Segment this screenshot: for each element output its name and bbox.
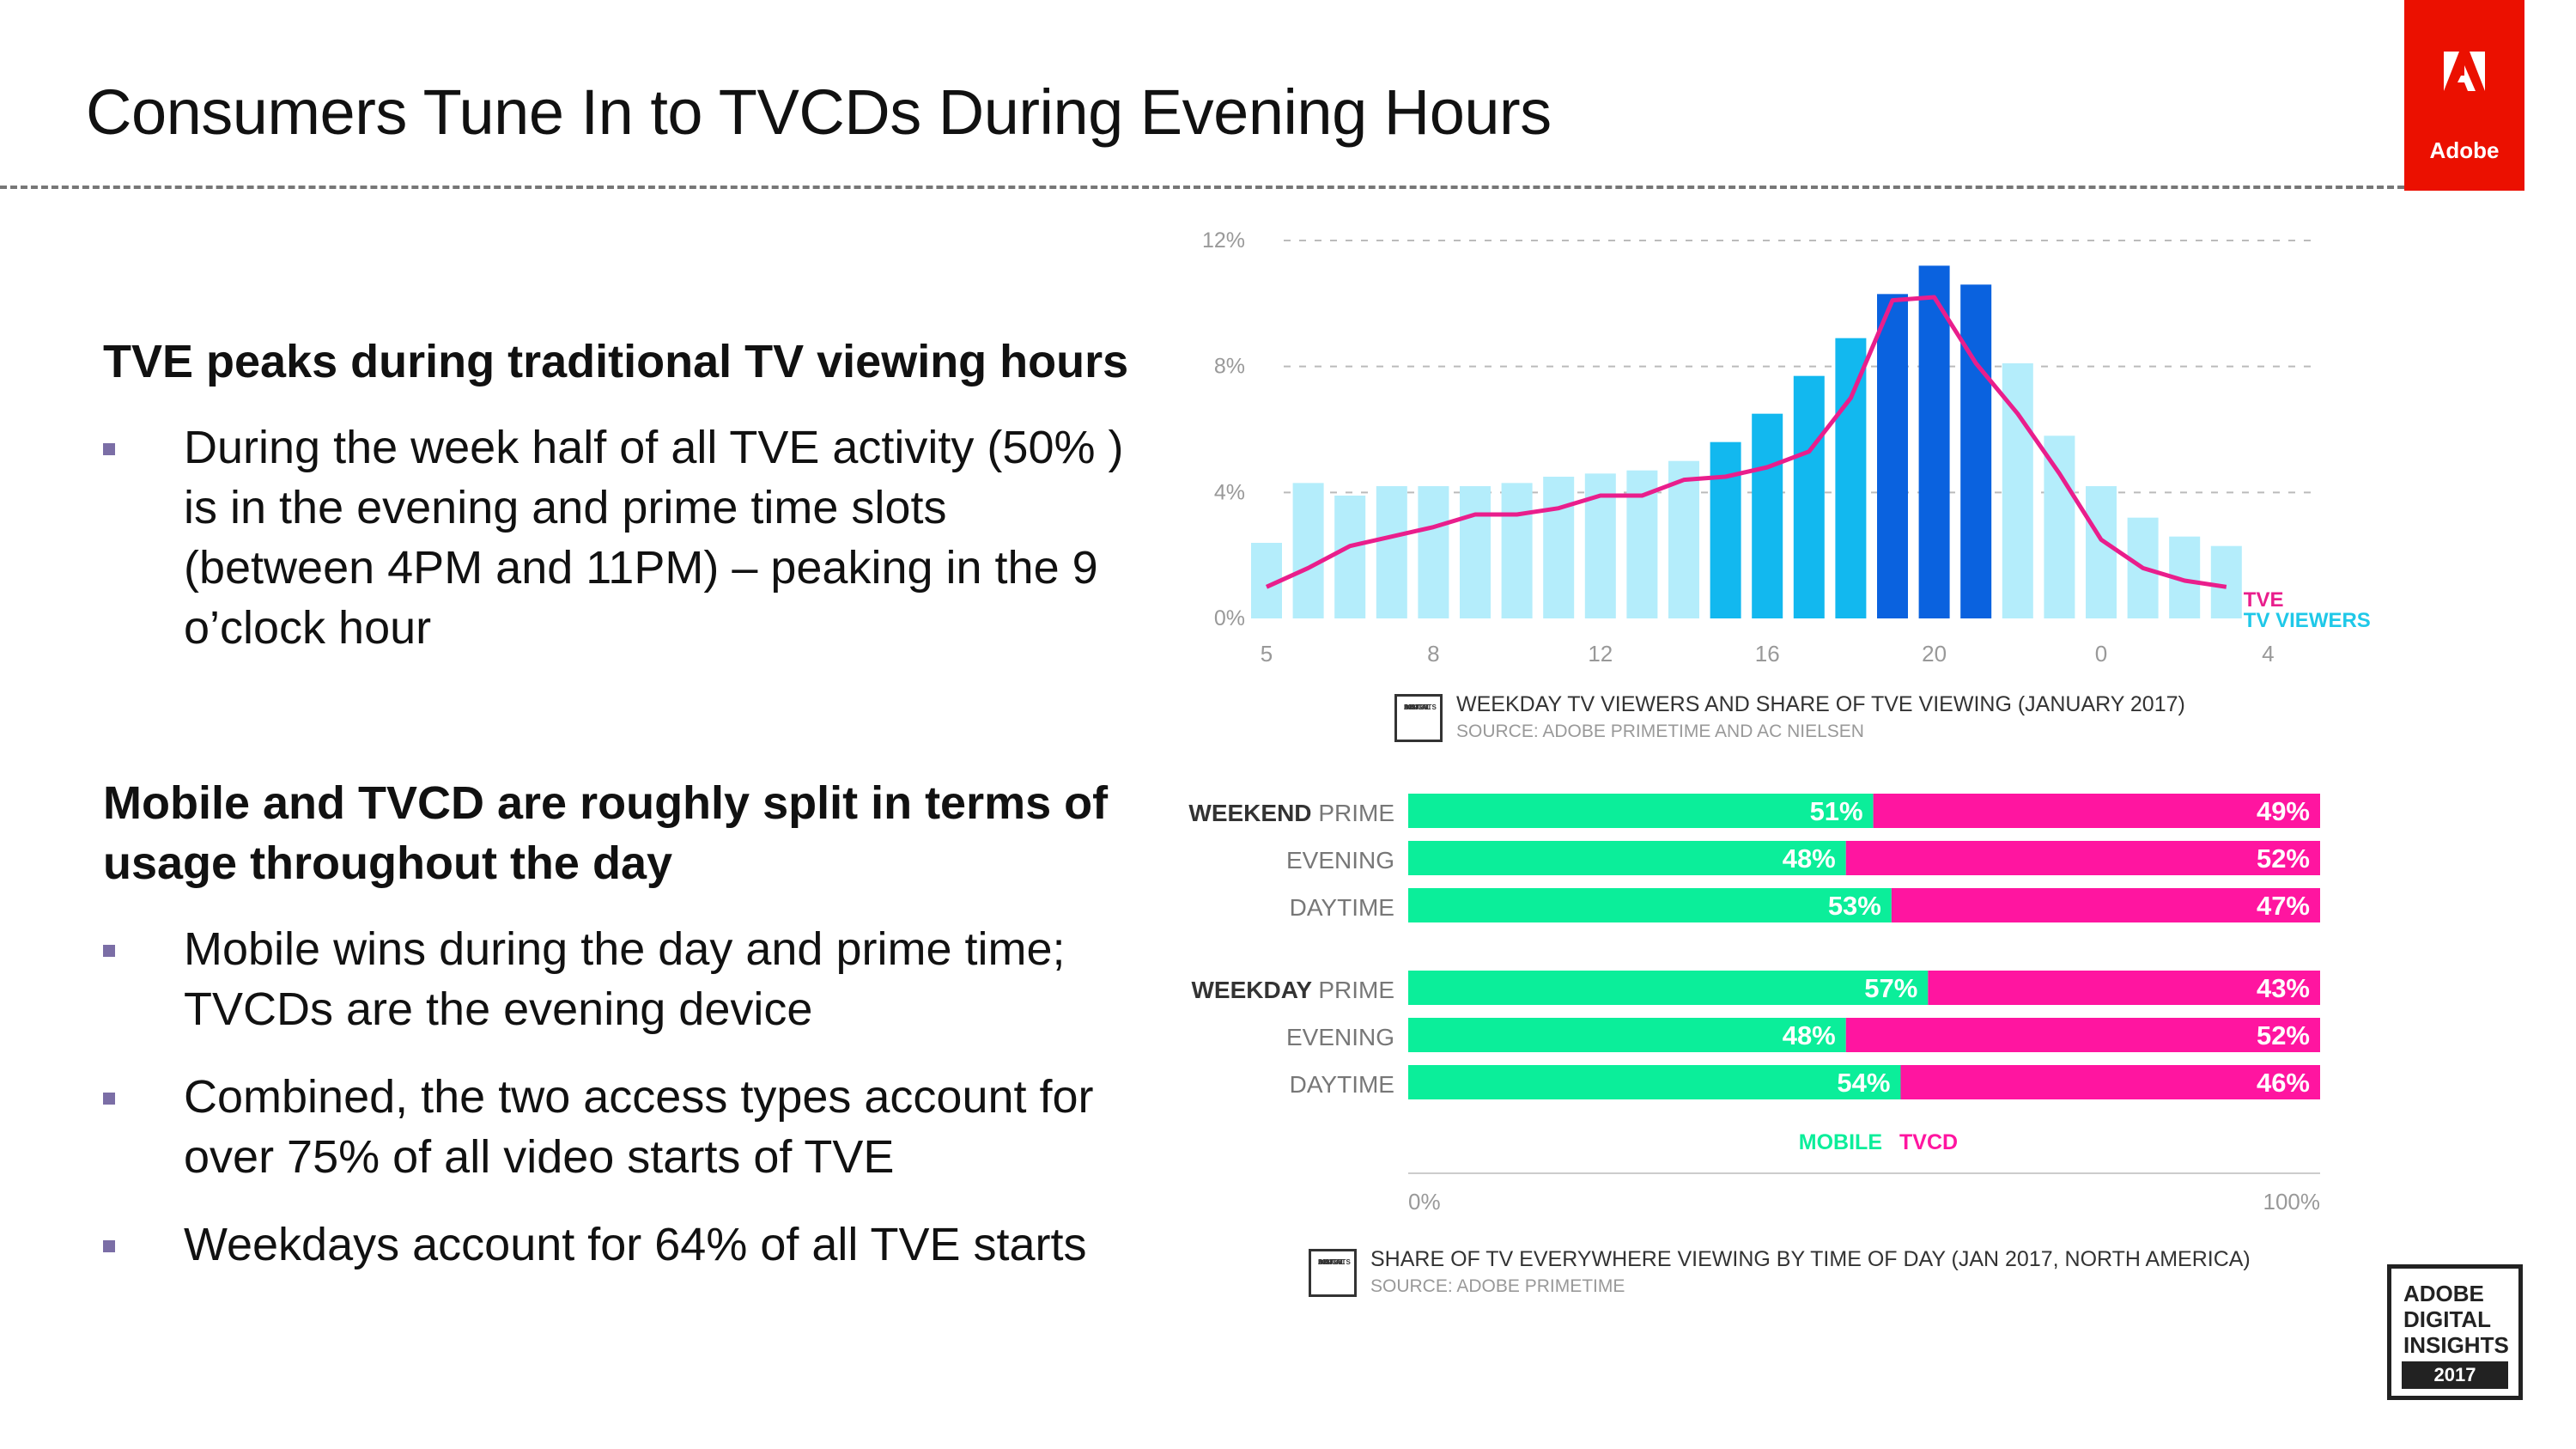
x-tick-label: 100% xyxy=(2263,1189,2321,1215)
viewer-bar xyxy=(1918,265,1950,618)
mobile-bar xyxy=(1408,1065,1901,1099)
viewer-bar xyxy=(1543,477,1575,618)
row-label: DAYTIME xyxy=(1290,894,1394,921)
legend-tv-viewers: TV VIEWERS xyxy=(2244,609,2371,632)
viewer-bar xyxy=(1460,486,1491,618)
mobile-value-label: 51% xyxy=(1810,796,1863,826)
viewer-bar xyxy=(1793,375,1825,618)
viewer-bar xyxy=(1501,483,1533,618)
tvcd-value-label: 46% xyxy=(2257,1068,2310,1098)
viewer-bar xyxy=(1376,486,1407,618)
viewer-bar xyxy=(1292,483,1324,618)
section2-bullet-1: Mobile wins during the day and prime tim… xyxy=(184,923,1066,1035)
legend-mobile: MOBILE xyxy=(1799,1130,1882,1154)
y-tick-label: 8% xyxy=(1214,355,1245,379)
x-tick-label: 4 xyxy=(2262,641,2274,667)
adi-mini-badge-icon: ADOBE DIGITAL INSIGHTS 2017 xyxy=(1394,694,1443,742)
row-label: WEEKDAY PRIME xyxy=(1191,977,1394,1003)
bullet-icon xyxy=(103,945,115,957)
x-tick-label: 12 xyxy=(1588,641,1613,667)
mobile-value-label: 53% xyxy=(1828,891,1881,921)
tvcd-bar xyxy=(1845,841,2320,875)
mobile-bar xyxy=(1408,1018,1846,1052)
tve-line xyxy=(1265,295,2227,589)
viewer-bar xyxy=(1877,294,1908,618)
row-label: EVENING xyxy=(1286,847,1394,874)
row-label: DAYTIME xyxy=(1290,1071,1394,1098)
row-label: EVENING xyxy=(1286,1024,1394,1050)
x-tick-label: 16 xyxy=(1755,641,1780,667)
row-label: WEEKEND PRIME xyxy=(1188,800,1394,826)
section2-bullet-2: Combined, the two access types account f… xyxy=(184,1071,1094,1183)
tvcd-value-label: 52% xyxy=(2257,843,2310,874)
y-tick-label: 12% xyxy=(1202,228,1245,253)
tvcd-bar xyxy=(1900,1065,2320,1099)
x-tick-label: 0% xyxy=(1408,1189,1441,1215)
tvcd-bar xyxy=(1873,794,2320,828)
x-tick-label: 5 xyxy=(1261,641,1273,667)
viewer-bar xyxy=(1418,486,1449,618)
mobile-value-label: 48% xyxy=(1783,1020,1836,1050)
bullet-icon xyxy=(103,1240,115,1252)
tvcd-bar xyxy=(1928,971,2320,1005)
mobile-bar xyxy=(1408,971,1929,1005)
y-tick-label: 0% xyxy=(1214,606,1245,630)
section1-heading: TVE peaks during traditional TV viewing … xyxy=(103,336,1129,387)
tvcd-bar xyxy=(1891,888,2320,922)
tvcd-bar xyxy=(1845,1018,2320,1052)
viewer-bar xyxy=(2086,486,2117,618)
bullet-icon xyxy=(103,1093,115,1105)
x-tick-label: 8 xyxy=(1427,641,1439,667)
viewer-bar xyxy=(1710,441,1741,618)
share-by-time-chart: 51% 49% WEEKEND PRIME 48% 52% EVENING 53% 47% DA… xyxy=(1188,794,2321,1215)
chart2-title: SHARE OF TV EVERYWHERE VIEWING BY TIME O… xyxy=(1370,1247,2251,1271)
mobile-value-label: 54% xyxy=(1837,1068,1890,1098)
mobile-bar xyxy=(1408,888,1892,922)
viewer-bar xyxy=(1960,284,1992,618)
bullet-icon xyxy=(103,443,115,455)
legend-tve: TVE xyxy=(2244,588,2284,612)
tvcd-value-label: 49% xyxy=(2257,796,2310,826)
adobe-logo-icon xyxy=(2444,52,2485,91)
mobile-bar xyxy=(1408,794,1874,828)
y-tick-label: 4% xyxy=(1214,480,1245,504)
adobe-digital-insights-badge: ADOBE DIGITAL INSIGHTS 2017 xyxy=(2387,1264,2523,1400)
viewer-bar xyxy=(2002,363,2033,618)
adobe-logo-word: Adobe xyxy=(2429,137,2500,163)
x-tick-label: 20 xyxy=(1922,641,1947,667)
header-divider xyxy=(0,186,2404,189)
mobile-value-label: 57% xyxy=(1864,973,1917,1003)
legend-tvcd: TVCD xyxy=(1899,1130,1958,1154)
chart1-title: WEEKDAY TV VIEWERS AND SHARE OF TVE VIEW… xyxy=(1456,692,2185,716)
chart1-subtitle: SOURCE: ADOBE PRIMETIME AND AC NIELSEN xyxy=(1456,721,1864,741)
viewer-bar xyxy=(1835,338,1867,618)
adobe-logo: Adobe xyxy=(2404,0,2524,191)
mobile-value-label: 48% xyxy=(1783,843,1836,874)
section2-bullet-3: Weekdays account for 64% of all TVE star… xyxy=(184,1219,1087,1270)
viewer-bar xyxy=(2044,435,2075,618)
viewer-bar xyxy=(1334,496,1366,618)
tvcd-value-label: 43% xyxy=(2257,973,2310,1003)
chart2-subtitle: SOURCE: ADOBE PRIMETIME xyxy=(1370,1276,1625,1296)
tvcd-value-label: 52% xyxy=(2257,1020,2310,1050)
section1-bullet-1: During the week half of all TVE activity… xyxy=(184,422,1124,654)
viewer-bar xyxy=(1668,460,1699,618)
adi-mini-badge-icon: ADOBE DIGITAL INSIGHTS 2017 xyxy=(1309,1249,1357,1297)
viewer-bar xyxy=(1752,413,1783,618)
mobile-bar xyxy=(1408,841,1846,875)
section2-heading: Mobile and TVCD are roughly split in ter… xyxy=(103,777,1109,889)
page-title: Consumers Tune In to TVCDs During Evenin… xyxy=(86,76,1552,148)
x-tick-label: 0 xyxy=(2095,641,2107,667)
viewer-bar xyxy=(2210,545,2242,618)
tvcd-value-label: 47% xyxy=(2257,891,2310,921)
